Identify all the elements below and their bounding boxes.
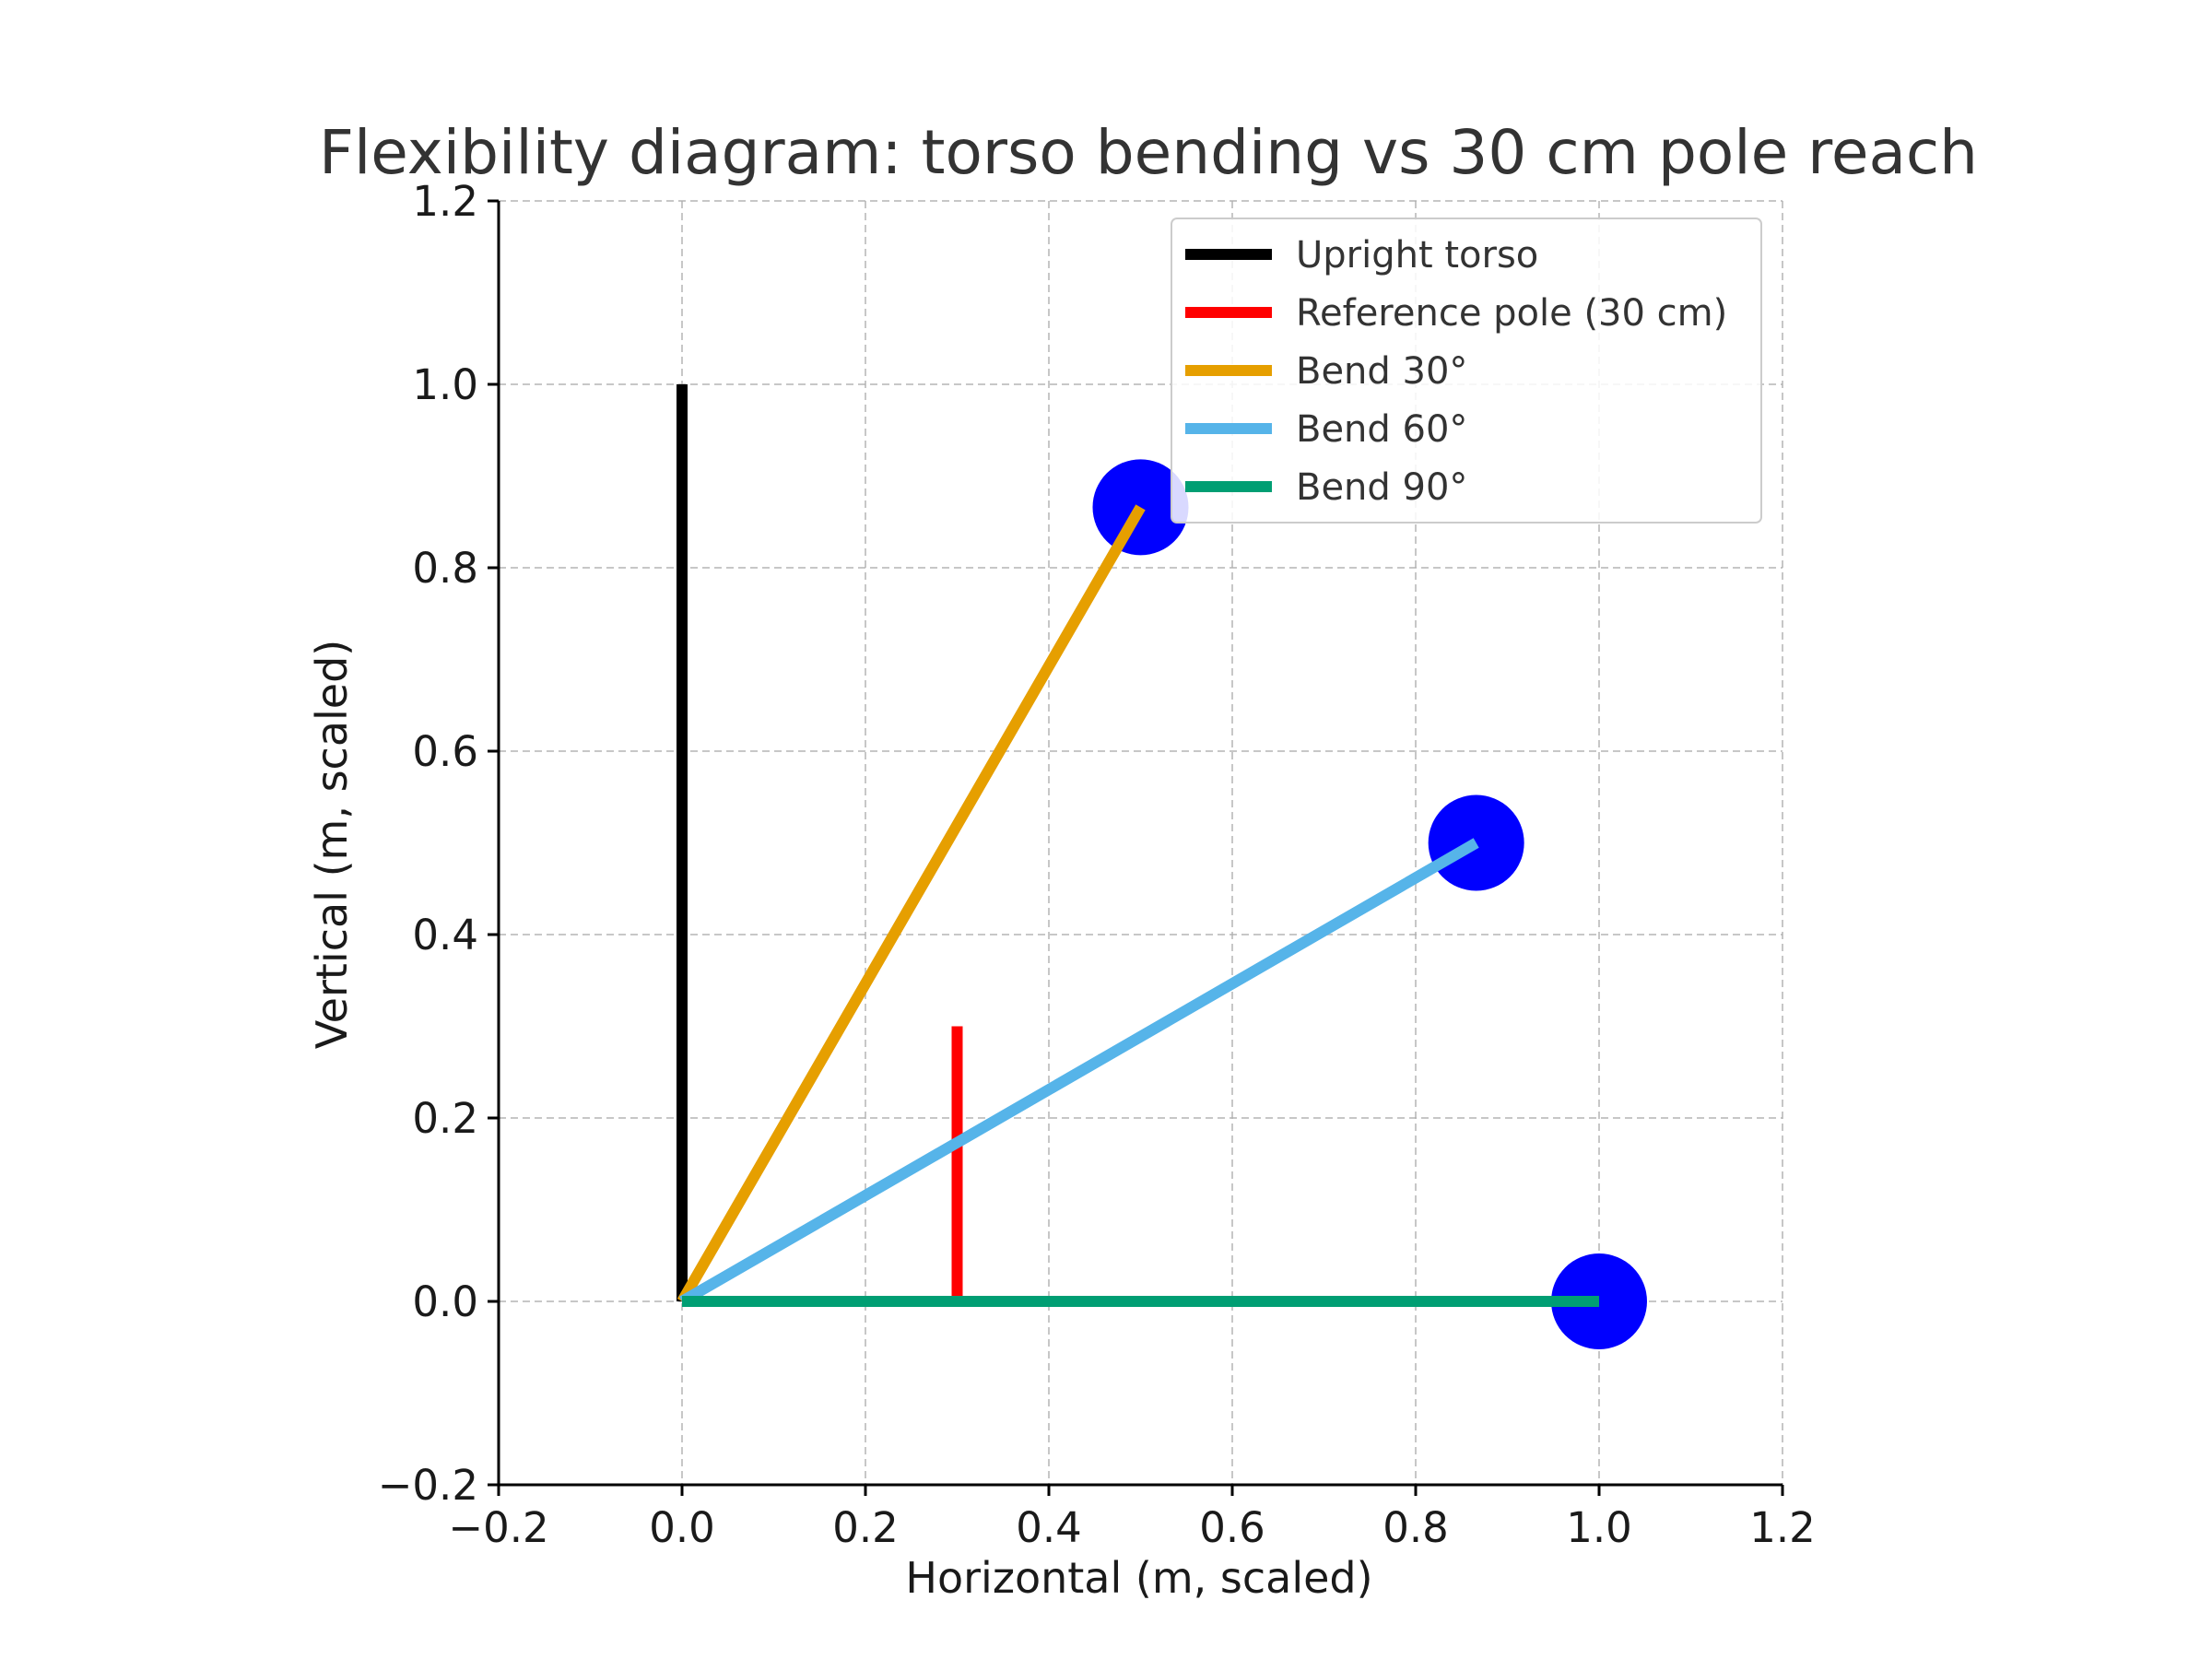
y-tick-label-1: 0.0: [412, 1277, 478, 1326]
y-tick-label-6: 1.0: [412, 360, 478, 409]
x-tick-label-3: 0.4: [1016, 1503, 1082, 1552]
legend-label-4: Bend 90°: [1296, 466, 1467, 509]
y-tick-label-3: 0.4: [412, 911, 478, 959]
legend: Upright torso Reference pole (30 cm) Bend …: [1171, 218, 1762, 524]
y-axis-label: Vertical (m, scaled): [307, 640, 357, 1049]
x-tick-label-0: −0.2: [448, 1503, 548, 1552]
series-line-overlay-2: [677, 504, 1146, 1305]
legend-label-1: Reference pole (30 cm): [1296, 292, 1727, 335]
legend-label-3: Bend 60°: [1296, 408, 1467, 451]
y-tick-label-0: −0.2: [378, 1461, 478, 1510]
y-tick-label-7: 1.2: [412, 177, 478, 226]
legend-items: Upright torso Reference pole (30 cm) Bend …: [1185, 234, 1727, 509]
y-tick-label-2: 0.2: [412, 1094, 478, 1143]
legend-label-0: Upright torso: [1296, 234, 1538, 276]
x-tick-label-2: 0.2: [832, 1503, 899, 1552]
x-tick-label-5: 0.8: [1382, 1503, 1449, 1552]
y-tick-label-5: 0.8: [412, 544, 478, 593]
legend-box: [1171, 218, 1762, 524]
x-tick-label-6: 1.0: [1566, 1503, 1632, 1552]
series-line-overlay-3: [678, 838, 1479, 1307]
marker-layer: [677, 384, 1647, 1349]
y-tick-label-4: 0.6: [412, 727, 478, 776]
axes: [497, 201, 1783, 1487]
x-tick-label-1: 0.0: [649, 1503, 715, 1552]
x-axis-label: Horizontal (m, scaled): [905, 1553, 1372, 1603]
y-ticks: −0.2 0.0 0.2 0.4 0.6 0.8 1.0 1.2: [378, 177, 499, 1510]
x-ticks: −0.2 0.0 0.2 0.4 0.6 0.8 1.0 1.2: [448, 1485, 1816, 1552]
x-tick-label-7: 1.2: [1749, 1503, 1816, 1552]
legend-label-2: Bend 30°: [1296, 350, 1467, 393]
chart-title: Flexibility diagram: torso bending vs 30…: [319, 117, 1978, 188]
x-tick-label-4: 0.6: [1199, 1503, 1265, 1552]
